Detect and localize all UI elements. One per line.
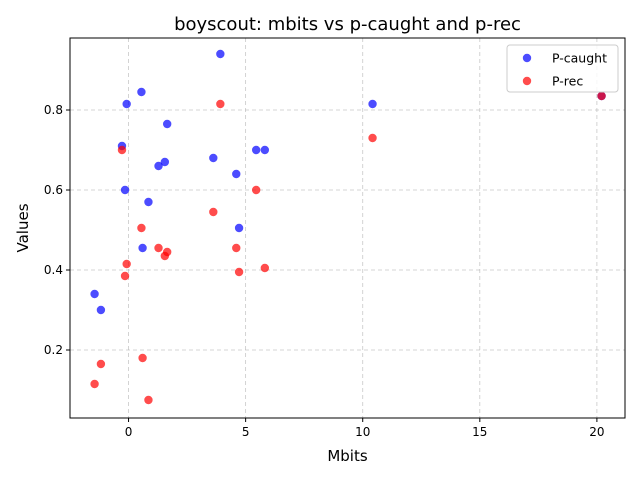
data-point: [232, 169, 241, 179]
data-point: [160, 157, 170, 167]
data-point: [90, 379, 99, 389]
data-point: [122, 259, 131, 269]
data-point: [368, 133, 377, 143]
data-point: [162, 119, 172, 129]
series-p-rec: [90, 91, 606, 405]
data-point: [216, 99, 225, 109]
x-tick-label: 15: [472, 425, 487, 439]
legend: P-caught P-rec: [506, 44, 619, 93]
data-point: [260, 263, 270, 273]
data-point: [137, 87, 146, 97]
data-point: [120, 185, 130, 195]
data-point: [232, 243, 241, 253]
legend-marker: [522, 53, 532, 63]
data-point: [96, 359, 106, 369]
y-axis-label: Values: [14, 203, 32, 252]
data-point: [597, 91, 606, 101]
y-tick-label: 0.8: [44, 103, 63, 117]
data-point: [154, 161, 163, 171]
data-point: [234, 267, 244, 277]
data-point: [216, 49, 225, 59]
data-point: [144, 197, 153, 207]
data-point: [368, 99, 377, 109]
plot-frame: [69, 37, 626, 419]
grid: [70, 38, 625, 418]
legend-label: P-rec: [552, 74, 583, 89]
data-point: [209, 153, 218, 163]
x-tick-label: 10: [355, 425, 370, 439]
data-point: [96, 305, 106, 315]
x-tick-label: 0: [125, 425, 133, 439]
data-point: [209, 207, 218, 217]
data-point: [251, 145, 261, 155]
data-point: [260, 145, 270, 155]
x-tick-label: 20: [589, 425, 604, 439]
data-point: [90, 289, 99, 299]
data-point: [138, 243, 147, 253]
y-tick-label: 0.4: [44, 263, 63, 277]
chart-title: boyscout: mbits vs p-caught and p-rec: [174, 14, 521, 35]
data-point: [162, 247, 172, 257]
data-point: [137, 223, 146, 233]
points-layer: [90, 49, 606, 405]
legend-marker: [522, 76, 532, 86]
data-point: [144, 395, 153, 405]
x-axis-label: Mbits: [327, 447, 368, 465]
data-point: [251, 185, 261, 195]
legend-box: [506, 44, 619, 93]
data-point: [120, 271, 130, 281]
data-point: [234, 223, 244, 233]
ticks-layer: 0 5 10 15 20 0.2 0.4 0.6 0.8: [44, 103, 605, 439]
data-point: [117, 145, 127, 155]
y-tick-label: 0.6: [44, 183, 63, 197]
x-tick-label: 5: [242, 425, 250, 439]
data-point: [138, 353, 147, 363]
data-point: [154, 243, 163, 253]
legend-label: P-caught: [552, 51, 607, 66]
y-tick-label: 0.2: [44, 343, 63, 357]
data-point: [122, 99, 131, 109]
